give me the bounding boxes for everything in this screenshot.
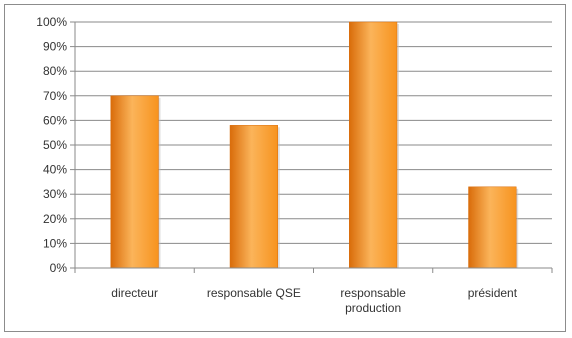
x-category-label: responsable production [340,286,406,315]
x-category-label: président [468,286,518,300]
y-tick-label: 70% [43,89,67,103]
bar [110,95,159,269]
y-tick-label: 40% [43,163,67,177]
x-category-labels: directeur responsable QSE responsable produ… [111,286,517,315]
y-tick-label: 20% [43,212,67,226]
x-category-label-line: président [468,286,518,300]
y-tick-label: 0% [50,261,68,275]
bars [110,21,519,269]
bar [349,21,398,269]
y-tick-label: 100% [36,15,67,29]
x-category-label-line: responsable [340,286,406,300]
bar [229,125,278,269]
x-category-label-line: directeur [111,286,158,300]
x-category-label-line: responsable QSE [207,286,301,300]
y-tick-label: 30% [43,187,67,201]
y-tick-label: 90% [43,40,67,54]
chart-frame [4,4,566,332]
y-tick-label: 60% [43,113,67,127]
x-category-label-line: production [345,301,401,315]
y-tick-label: 10% [43,236,67,250]
x-category-label: responsable QSE [207,286,301,300]
y-tick-label: 50% [43,138,67,152]
y-tick-labels: 0% 10% 20% 30% 40% 50% 60% 70% 80% 90% 100% [36,15,75,275]
x-category-label: directeur [111,286,158,300]
bar [468,186,517,269]
y-tick-label: 80% [43,64,67,78]
